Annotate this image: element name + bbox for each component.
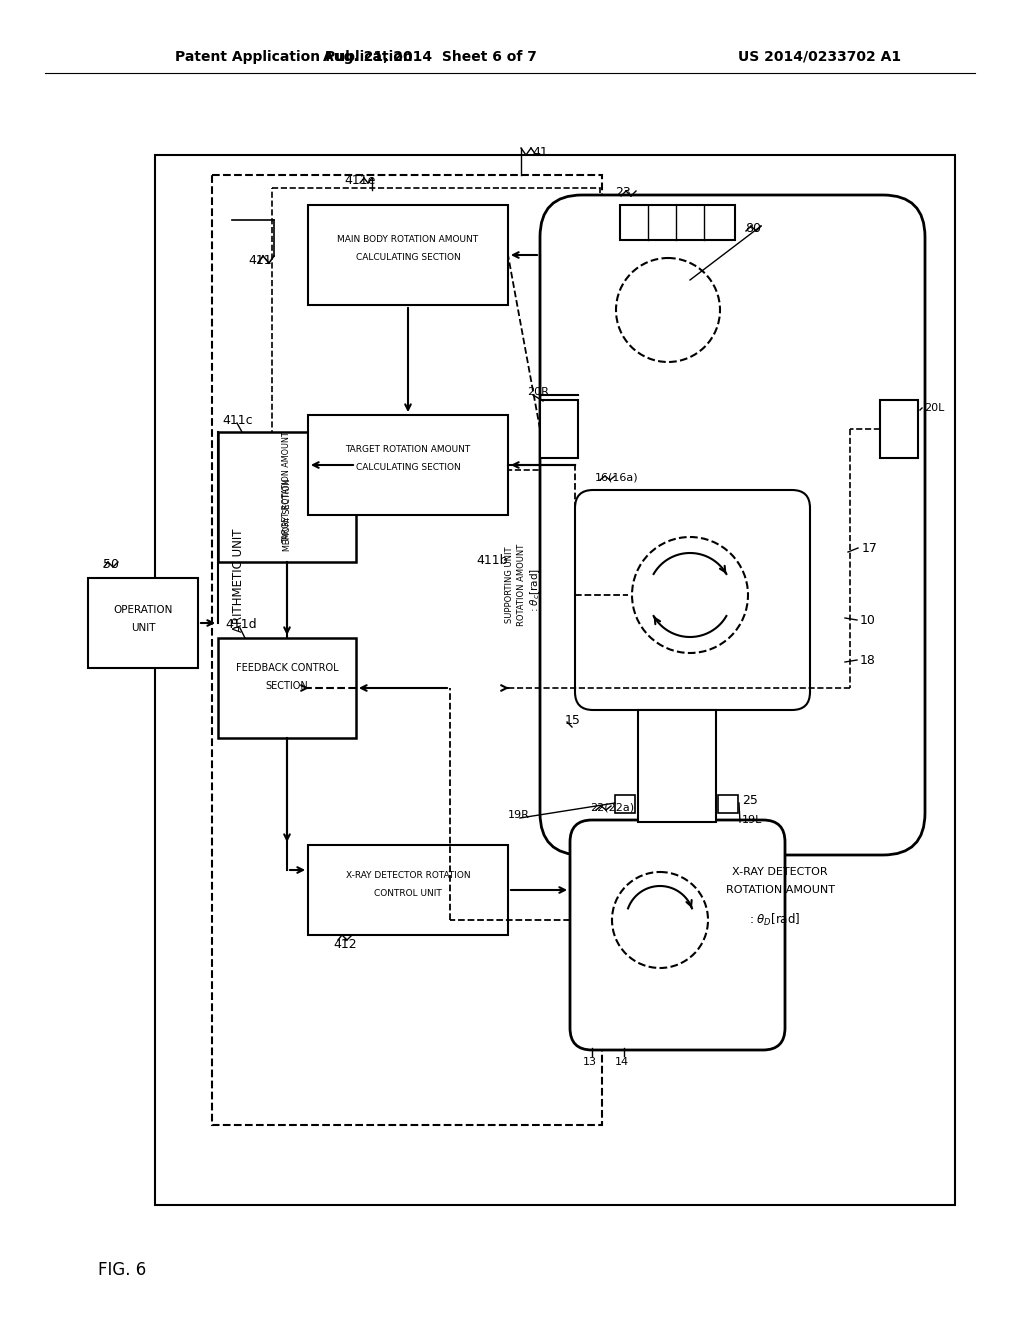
Text: Patent Application Publication: Patent Application Publication [175,50,413,63]
Text: US 2014/0233702 A1: US 2014/0233702 A1 [738,50,901,63]
Bar [218,432,356,562]
Bar [272,187,600,470]
Text: UNIT: UNIT [131,623,156,634]
Text: Aug. 21, 2014  Sheet 6 of 7: Aug. 21, 2014 Sheet 6 of 7 [323,50,537,63]
Bar [308,845,508,935]
Text: : $\theta_c$[rad]: : $\theta_c$[rad] [528,568,542,612]
Text: 15: 15 [565,714,581,726]
FancyBboxPatch shape [540,195,925,855]
Bar [218,638,356,738]
Bar [615,795,635,813]
Text: ROTATION AMOUNT: ROTATION AMOUNT [725,884,835,895]
Bar [212,176,602,1125]
Bar [718,795,738,813]
Bar [620,205,735,240]
Text: 22(22a): 22(22a) [590,803,634,813]
Text: X-RAY DETECTOR ROTATION: X-RAY DETECTOR ROTATION [346,870,470,879]
Text: 411: 411 [248,253,271,267]
Text: MAIN BODY ROTATION AMOUNT: MAIN BODY ROTATION AMOUNT [338,235,478,243]
Text: 17: 17 [862,541,878,554]
Text: 411b: 411b [476,553,508,566]
Text: 23: 23 [615,186,631,199]
Text: SUPPORTING UNIT: SUPPORTING UNIT [506,546,514,623]
Text: 14: 14 [615,1057,629,1067]
Text: 50: 50 [103,558,119,572]
FancyBboxPatch shape [575,490,810,710]
Text: 411e: 411e [344,173,376,186]
Text: 25: 25 [742,793,758,807]
Text: 20L: 20L [924,403,944,413]
Text: ROTATION AMOUNT: ROTATION AMOUNT [517,544,526,626]
Text: CONTROL UNIT: CONTROL UNIT [374,888,442,898]
Text: TARGET ROTATION AMOUNT: TARGET ROTATION AMOUNT [345,445,471,454]
Bar [880,400,918,458]
Text: 19L: 19L [742,814,763,825]
Bar [638,710,716,822]
Text: OPERATION: OPERATION [114,605,173,615]
Text: CALCULATING SECTION: CALCULATING SECTION [355,462,461,471]
Text: FEEDBACK CONTROL: FEEDBACK CONTROL [236,663,338,673]
Text: 19R: 19R [508,810,529,820]
Text: 16(16a): 16(16a) [595,473,639,483]
Bar [155,154,955,1205]
Bar [88,578,198,668]
Text: X-RAY DETECTOR: X-RAY DETECTOR [732,867,827,876]
Bar [308,205,508,305]
Text: 41: 41 [532,145,548,158]
Text: TARGET ROTATION AMOUNT: TARGET ROTATION AMOUNT [283,432,292,543]
FancyBboxPatch shape [570,820,785,1049]
Text: FIG. 6: FIG. 6 [98,1261,146,1279]
Text: 80: 80 [745,222,761,235]
Text: CALCULATING SECTION: CALCULATING SECTION [355,252,461,261]
Text: 412: 412 [333,939,356,952]
Text: SECTION: SECTION [265,681,308,690]
Text: ARITHMETIC UNIT: ARITHMETIC UNIT [231,528,245,632]
Bar [308,414,508,515]
Text: 18: 18 [860,653,876,667]
Text: 13: 13 [583,1057,597,1067]
Text: 411c: 411c [222,413,253,426]
Text: 10: 10 [860,614,876,627]
Text: 20R: 20R [527,387,549,397]
Bar [540,400,578,458]
Text: MEMORY SECTION: MEMORY SECTION [283,479,292,552]
Text: : $\theta_D$[rad]: : $\theta_D$[rad] [750,912,801,928]
Text: 411d: 411d [225,619,257,631]
